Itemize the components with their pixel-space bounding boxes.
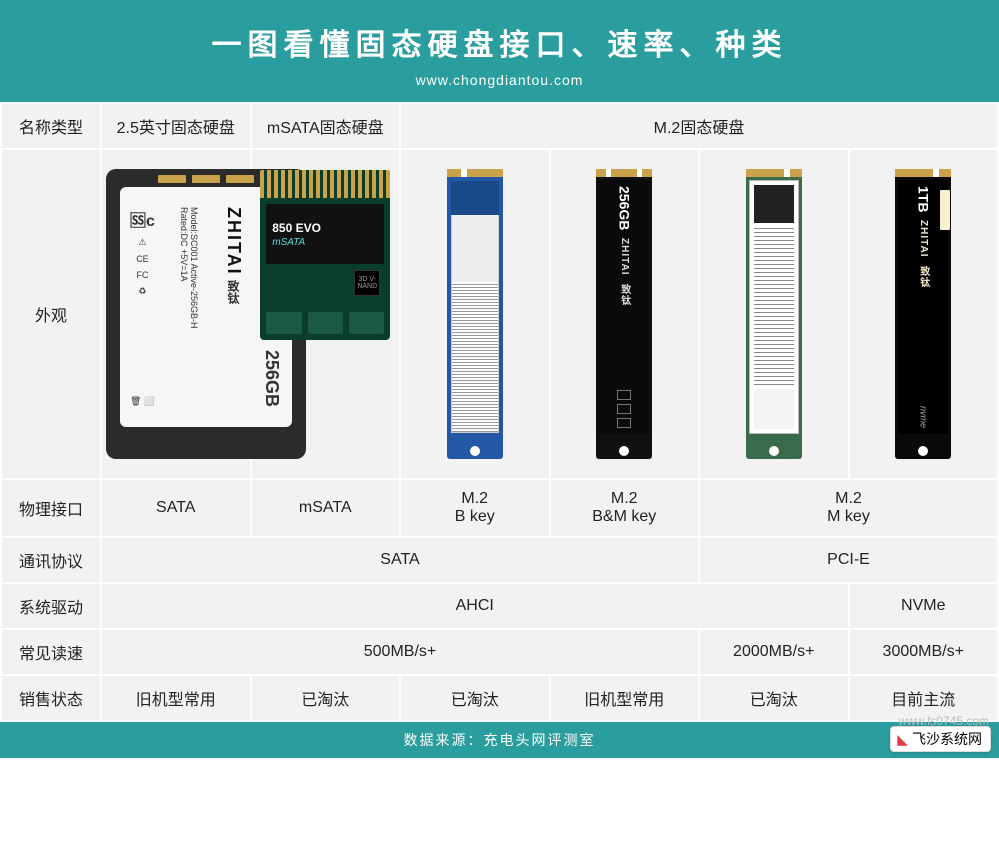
m2-mkey1-illustration (746, 169, 802, 459)
drv-15: AHCI (101, 583, 849, 629)
comparison-table: 名称类型 2.5英寸固态硬盘 mSATA固态硬盘 M.2固态硬盘 外观 🅍c ⚠… (0, 102, 999, 722)
st-4: 旧机型常用 (550, 675, 700, 721)
iface-4: M.2 B&M key (550, 479, 700, 537)
st-5: 已淘汰 (699, 675, 849, 721)
st-1: 旧机型常用 (101, 675, 251, 721)
iface-56: M.2 M key (699, 479, 998, 537)
spd-6: 3000MB/s+ (849, 629, 999, 675)
st-3: 已淘汰 (400, 675, 550, 721)
img-25ssd: 🅍c ⚠CEFC♻ Model:SC001 Active-256GB-H Rat… (101, 149, 251, 479)
st-2: 已淘汰 (251, 675, 401, 721)
footer: 数据来源：充电头网评测室 (0, 722, 999, 758)
img-m2-bmkey: 256GB ZHITAI 致钛 (550, 149, 700, 479)
rowlabel-driver: 系统驱动 (1, 583, 101, 629)
img-m2-bkey (400, 149, 550, 479)
infographic-root: 一图看懂固态硬盘接口、速率、种类 www.chongdiantou.com 名称… (0, 0, 999, 758)
proto-56: PCI-E (699, 537, 998, 583)
nametype-m2: M.2固态硬盘 (400, 103, 998, 149)
row-status: 销售状态 旧机型常用 已淘汰 已淘汰 旧机型常用 已淘汰 目前主流 (1, 675, 998, 721)
iface-3: M.2 B key (400, 479, 550, 537)
iface-1: SATA (101, 479, 251, 537)
spd-14: 500MB/s+ (101, 629, 699, 675)
msata-illustration: 850 EVO mSATA 3D V-NAND (260, 170, 390, 340)
m2-bmkey-illustration: 256GB ZHITAI 致钛 (596, 169, 652, 459)
row-appearance: 外观 🅍c ⚠CEFC♻ Model:SC001 Active-256GB-H (1, 149, 998, 479)
drv-6: NVMe (849, 583, 999, 629)
header: 一图看懂固态硬盘接口、速率、种类 www.chongdiantou.com (0, 0, 999, 102)
rowlabel-appearance: 外观 (1, 149, 101, 479)
m2-mkey2-illustration: 1TB ZHITAI 致钛 nvme (895, 169, 951, 459)
nametype-25: 2.5英寸固态硬盘 (101, 103, 251, 149)
badge-text: 飞沙系统网 (912, 729, 982, 749)
site-badge: ◣ 飞沙系统网 (890, 726, 991, 752)
row-name-type: 名称类型 2.5英寸固态硬盘 mSATA固态硬盘 M.2固态硬盘 (1, 103, 998, 149)
row-driver: 系统驱动 AHCI NVMe (1, 583, 998, 629)
row-interface: 物理接口 SATA mSATA M.2 B key M.2 B&M key M.… (1, 479, 998, 537)
img-m2-mkey-2: 1TB ZHITAI 致钛 nvme (849, 149, 999, 479)
title: 一图看懂固态硬盘接口、速率、种类 (0, 20, 999, 64)
proto-14: SATA (101, 537, 699, 583)
m2-bkey-illustration (447, 169, 503, 459)
rowlabel-status: 销售状态 (1, 675, 101, 721)
rowlabel-name-type: 名称类型 (1, 103, 101, 149)
subtitle: www.chongdiantou.com (0, 72, 999, 88)
nametype-msata: mSATA固态硬盘 (251, 103, 401, 149)
img-m2-mkey-1 (699, 149, 849, 479)
iface-2: mSATA (251, 479, 401, 537)
badge-icon: ◣ (897, 731, 908, 748)
spd-5: 2000MB/s+ (699, 629, 849, 675)
row-protocol: 通讯协议 SATA PCI-E (1, 537, 998, 583)
row-speed: 常见读速 500MB/s+ 2000MB/s+ 3000MB/s+ (1, 629, 998, 675)
rowlabel-protocol: 通讯协议 (1, 537, 101, 583)
rowlabel-interface: 物理接口 (1, 479, 101, 537)
rowlabel-speed: 常见读速 (1, 629, 101, 675)
